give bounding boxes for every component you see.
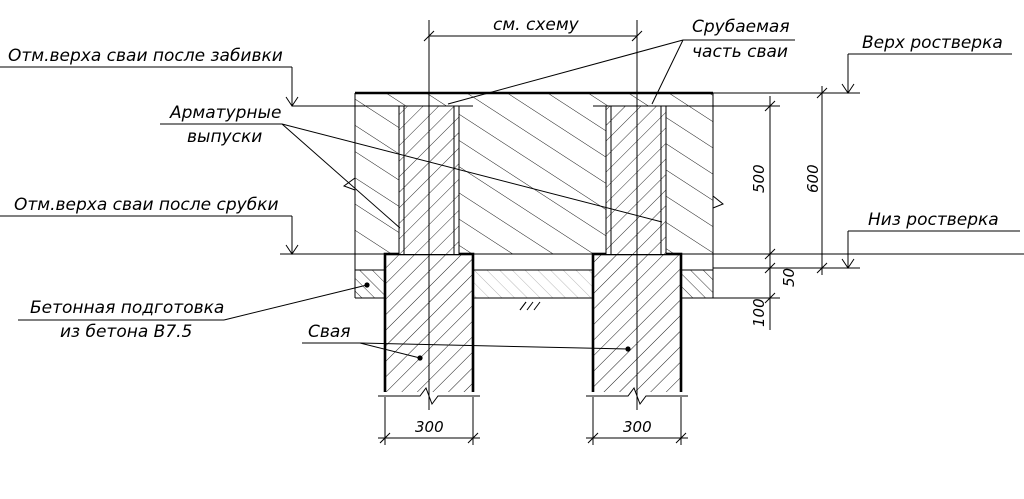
level-grillage-top: Верх ростверка xyxy=(713,33,1012,94)
dimension-pile-width-left: 300 xyxy=(378,397,480,445)
pile-callout-dot-right xyxy=(625,346,631,352)
dim-600: 600 xyxy=(804,164,822,193)
pile-cut-part-right xyxy=(593,105,681,254)
rebar-label-line1: Арматурные xyxy=(169,103,281,123)
pile-callout-dot-left xyxy=(417,355,423,361)
callout-pile: Свая xyxy=(302,322,631,361)
prep-callout-dot xyxy=(364,282,370,288)
dimension-pile-width-right: 300 xyxy=(586,397,688,445)
cut-part-label-line2: часть сваи xyxy=(692,42,788,62)
dimension-chain-right: 500 50 100 600 xyxy=(666,86,828,330)
cut-part-label-line1: Срубаемая xyxy=(692,17,790,37)
dim-500: 500 xyxy=(750,164,768,193)
dim-100: 100 xyxy=(750,298,768,327)
prep-label-line2: из бетона B7.5 xyxy=(60,322,192,342)
callout-rebar-outlets: Арматурные выпуски xyxy=(160,103,663,229)
callout-cut-part: Срубаемая часть сваи xyxy=(447,17,795,105)
dimension-see-scheme: см. схему xyxy=(423,15,643,42)
pile-top-after-cutting-label: Отм.верха сваи после срубки xyxy=(14,195,279,215)
dim-50: 50 xyxy=(780,268,798,287)
see-scheme-label: см. схему xyxy=(493,15,580,35)
prep-label-line1: Бетонная подготовка xyxy=(30,298,224,318)
rebar-label-line2: выпуски xyxy=(187,127,262,147)
level-pile-top-after-driving: Отм.верха сваи после забивки xyxy=(0,46,399,107)
pile-width-right: 300 xyxy=(623,418,652,436)
pile-top-after-driving-label: Отм.верха сваи после забивки xyxy=(8,46,283,66)
pile-label: Свая xyxy=(308,322,351,342)
level-pile-top-after-cutting: Отм.верха сваи после срубки xyxy=(0,195,299,255)
grillage-top-label: Верх ростверка xyxy=(862,33,1003,53)
level-grillage-bottom: Низ ростверка xyxy=(713,210,1020,269)
callout-concrete-preparation: Бетонная подготовка из бетона B7.5 xyxy=(18,282,370,342)
pile-width-left: 300 xyxy=(415,418,444,436)
grillage-bottom-label: Низ ростверка xyxy=(868,210,999,230)
